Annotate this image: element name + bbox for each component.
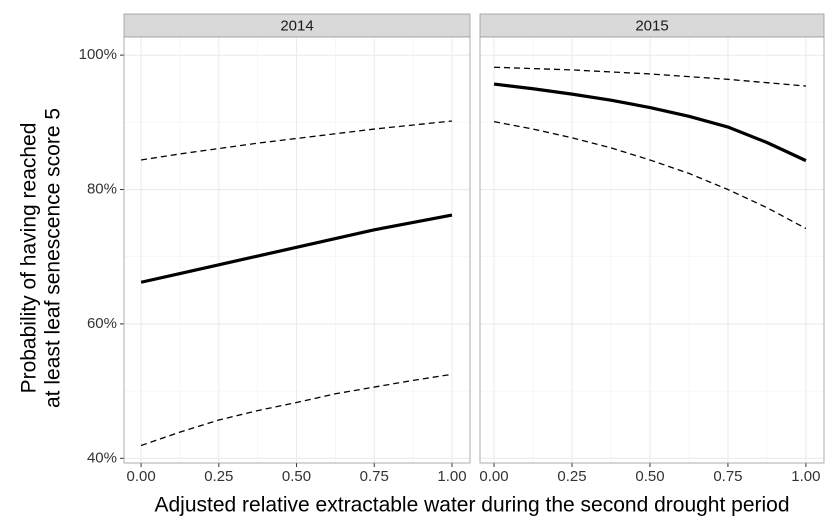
- fit-line: [493, 82, 807, 163]
- panel-border: [479, 36, 825, 464]
- panel-border: [123, 36, 471, 464]
- x-tick-label: 1.00: [437, 468, 466, 485]
- x-tick-label: 0.50: [282, 468, 311, 485]
- x-tick-label: 0.25: [204, 468, 233, 485]
- x-tick-label: 1.00: [791, 468, 820, 485]
- y-tick-label: 40%: [87, 449, 117, 466]
- strip-label: 2014: [280, 17, 313, 34]
- confidence-line: [140, 373, 453, 447]
- strip-label: 2015: [635, 17, 668, 34]
- y-axis-title: at least leaf senescence score 5: [42, 108, 65, 408]
- x-axis-title: Adjusted relative extractable water duri…: [154, 494, 789, 517]
- confidence-line: [493, 121, 807, 230]
- y-axis-title: Probability of having reached: [18, 123, 41, 394]
- x-tick-label: 0.25: [557, 468, 586, 485]
- y-tick-label: 60%: [87, 315, 117, 332]
- confidence-line: [494, 66, 806, 87]
- x-tick-label: 0.75: [713, 468, 742, 485]
- y-tick-label: 100%: [79, 46, 117, 63]
- confidence-line: [141, 120, 453, 161]
- x-tick-label: 0.50: [635, 468, 664, 485]
- x-tick-label: 0.00: [479, 468, 508, 485]
- fit-line: [140, 213, 453, 284]
- panel: [480, 37, 824, 463]
- x-tick-label: 0.00: [126, 468, 155, 485]
- y-tick-label: 80%: [87, 180, 117, 197]
- x-tick-label: 0.75: [360, 468, 389, 485]
